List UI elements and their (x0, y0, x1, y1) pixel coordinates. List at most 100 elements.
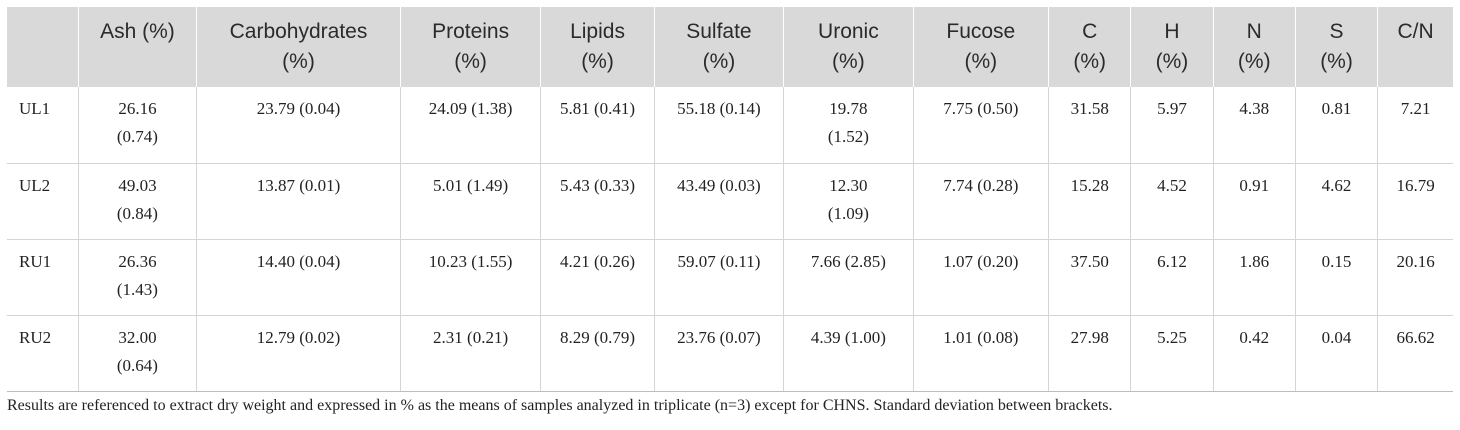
header-unit: (%) (581, 50, 614, 73)
cell-lipids: 5.81 (0.41) (540, 87, 655, 164)
cell-c: 15.28 (1048, 163, 1131, 240)
cell-sample: RU2 (7, 315, 79, 392)
header-label: C/N (1397, 20, 1434, 43)
cell-sulfate: 55.18 (0.14) (653, 87, 784, 164)
header-label: Carbohydrates (229, 20, 368, 43)
cell-cn: 20.16 (1377, 239, 1453, 316)
cell-n: 0.91 (1212, 163, 1296, 240)
header-cell-sample (7, 7, 79, 87)
cell-h: 4.52 (1130, 163, 1214, 240)
table-row: RU2 32.00 (0.64) 12.79 (0.02) 2.31 (0.21)… (7, 315, 1453, 392)
cell-carbohydrates: 14.40 (0.04) (196, 239, 401, 316)
cell-sd: (1.43) (116, 279, 158, 299)
composition-table: Ash (%) Carbohydrates (%) Proteins (%) Lip… (7, 7, 1453, 392)
cell-s: 0.81 (1294, 87, 1378, 164)
cell-ash: 26.36 (1.43) (77, 239, 197, 316)
header-unit: (%) (282, 50, 315, 73)
header-label: Uronic (818, 20, 879, 43)
header-cell-fucose: Fucose (%) (912, 7, 1049, 87)
cell-proteins: 24.09 (1.38) (399, 87, 541, 164)
header-cell-proteins: Proteins (%) (399, 7, 541, 87)
cell-sulfate: 43.49 (0.03) (653, 163, 784, 240)
header-label: Ash (%) (100, 20, 175, 43)
header-label: Fucose (946, 20, 1016, 43)
header-label: Sulfate (686, 20, 752, 43)
header-row: Ash (%) Carbohydrates (%) Proteins (%) Lip… (7, 7, 1453, 87)
cell-h: 5.97 (1130, 87, 1214, 164)
header-cell-lipids: Lipids (%) (540, 7, 655, 87)
cell-c: 31.58 (1048, 87, 1131, 164)
cell-carbohydrates: 12.79 (0.02) (196, 315, 401, 392)
cell-fucose: 7.74 (0.28) (912, 163, 1049, 240)
table-body: UL1 26.16 (0.74) 23.79 (0.04) 24.09 (1.38… (7, 87, 1453, 392)
cell-proteins: 10.23 (1.55) (399, 239, 541, 316)
cell-cn: 16.79 (1377, 163, 1453, 240)
header-cell-cn: C/N (1377, 7, 1453, 87)
header-unit: (%) (832, 50, 865, 73)
composition-table-container: Ash (%) Carbohydrates (%) Proteins (%) Lip… (7, 7, 1453, 392)
table-row: UL1 26.16 (0.74) 23.79 (0.04) 24.09 (1.38… (7, 87, 1453, 164)
cell-s: 0.04 (1294, 315, 1378, 392)
header-unit: (%) (454, 50, 487, 73)
cell-fucose: 1.01 (0.08) (912, 315, 1049, 392)
cell-sd: (1.52) (827, 127, 869, 146)
cell-c: 37.50 (1048, 239, 1131, 316)
cell-carbohydrates: 23.79 (0.04) (196, 87, 401, 164)
cell-cn: 7.21 (1377, 87, 1453, 164)
header-label: C (1082, 20, 1098, 43)
cell-n: 4.38 (1212, 87, 1296, 164)
cell-sulfate: 23.76 (0.07) (653, 315, 784, 392)
cell-proteins: 5.01 (1.49) (399, 163, 541, 240)
cell-s: 4.62 (1294, 163, 1378, 240)
cell-sd: (0.84) (116, 203, 158, 223)
header-unit: (%) (1155, 50, 1189, 73)
cell-fucose: 1.07 (0.20) (912, 239, 1049, 316)
cell-cn: 66.62 (1377, 315, 1453, 392)
header-unit: (%) (1320, 50, 1353, 73)
cell-h: 6.12 (1130, 239, 1214, 316)
cell-value: 7.66 (2.85) (810, 251, 886, 271)
cell-sample: RU1 (7, 239, 79, 316)
header-unit: (%) (702, 50, 736, 73)
cell-value: 12.30 (829, 175, 868, 195)
cell-n: 0.42 (1212, 315, 1296, 392)
cell-value: 26.16 (118, 99, 157, 118)
cell-uronic: 7.66 (2.85) (783, 239, 914, 316)
cell-value: 19.78 (829, 99, 868, 118)
cell-lipids: 8.29 (0.79) (540, 315, 655, 392)
header-cell-uronic: Uronic (%) (783, 7, 914, 87)
cell-c: 27.98 (1048, 315, 1131, 392)
cell-sample: UL1 (7, 87, 79, 164)
cell-sd: (1.09) (827, 203, 869, 223)
cell-sd: (0.74) (116, 127, 158, 146)
cell-uronic: 4.39 (1.00) (783, 315, 914, 392)
header-cell-s: S (%) (1294, 7, 1378, 87)
cell-value: 49.03 (118, 175, 157, 195)
header-cell-ash: Ash (%) (77, 7, 197, 87)
cell-lipids: 4.21 (0.26) (540, 239, 655, 316)
header-label: Proteins (432, 20, 510, 43)
header-cell-carbohydrates: Carbohydrates (%) (196, 7, 401, 87)
cell-s: 0.15 (1294, 239, 1378, 316)
cell-uronic: 19.78 (1.52) (783, 87, 914, 164)
header-unit: (%) (1073, 50, 1107, 73)
header-unit: (%) (1237, 50, 1271, 73)
table-row: RU1 26.36 (1.43) 14.40 (0.04) 10.23 (1.55… (7, 239, 1453, 316)
header-label: Lipids (570, 20, 625, 43)
cell-h: 5.25 (1130, 315, 1214, 392)
cell-sd: (0.64) (116, 355, 158, 375)
header-cell-h: H (%) (1130, 7, 1214, 87)
header-label: N (1246, 20, 1262, 43)
cell-lipids: 5.43 (0.33) (540, 163, 655, 240)
header-unit: (%) (964, 50, 998, 73)
cell-value: 4.39 (1.00) (810, 327, 886, 347)
cell-value: 26.36 (118, 251, 157, 271)
cell-fucose: 7.75 (0.50) (912, 87, 1049, 164)
cell-ash: 26.16 (0.74) (77, 87, 197, 164)
table-row: UL2 49.03 (0.84) 13.87 (0.01) 5.01 (1.49)… (7, 163, 1453, 240)
header-cell-n: N (%) (1212, 7, 1296, 87)
table-footnote: Results are referenced to extract dry we… (7, 397, 1113, 414)
table-header: Ash (%) Carbohydrates (%) Proteins (%) Lip… (7, 7, 1453, 87)
cell-ash: 49.03 (0.84) (77, 163, 197, 240)
cell-ash: 32.00 (0.64) (77, 315, 197, 392)
